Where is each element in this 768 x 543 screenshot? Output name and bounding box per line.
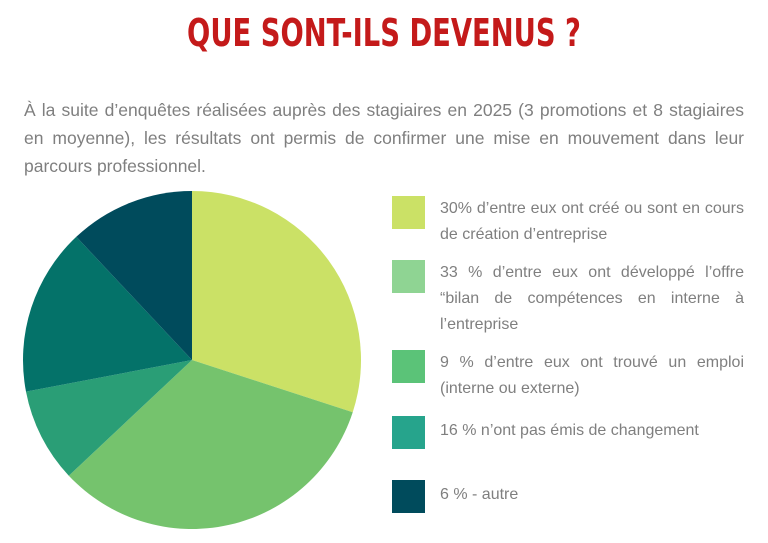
legend-label: 16 % n’ont pas émis de changement bbox=[440, 422, 699, 439]
legend-swatch bbox=[392, 350, 425, 383]
legend-label: 30% d’entre eux ont créé ou sont en cour… bbox=[440, 200, 744, 243]
intro-paragraph: À la suite d’enquêtes réalisées auprès d… bbox=[24, 100, 744, 176]
legend-label: 33 % d’entre eux ont développé l’offre “… bbox=[440, 264, 744, 333]
page-title: QUE SONT-ILS DEVENUS ? bbox=[187, 11, 581, 55]
pie-chart bbox=[23, 191, 361, 529]
legend-label: 9 % d’entre eux ont trouvé un emploi (in… bbox=[440, 354, 744, 397]
pie-slice-other bbox=[76, 191, 192, 360]
pie-slice-developed-offer bbox=[68, 360, 353, 529]
pie-slice-created-business bbox=[192, 191, 361, 413]
legend-swatch bbox=[392, 196, 425, 229]
pie-slice-found-job bbox=[25, 360, 192, 476]
pie-slice-no-change bbox=[23, 236, 192, 392]
legend-swatch bbox=[392, 260, 425, 293]
legend-swatch bbox=[392, 480, 425, 513]
legend-swatch bbox=[392, 416, 425, 449]
legend-label: 6 % - autre bbox=[440, 486, 519, 503]
pie-slices bbox=[23, 191, 361, 529]
